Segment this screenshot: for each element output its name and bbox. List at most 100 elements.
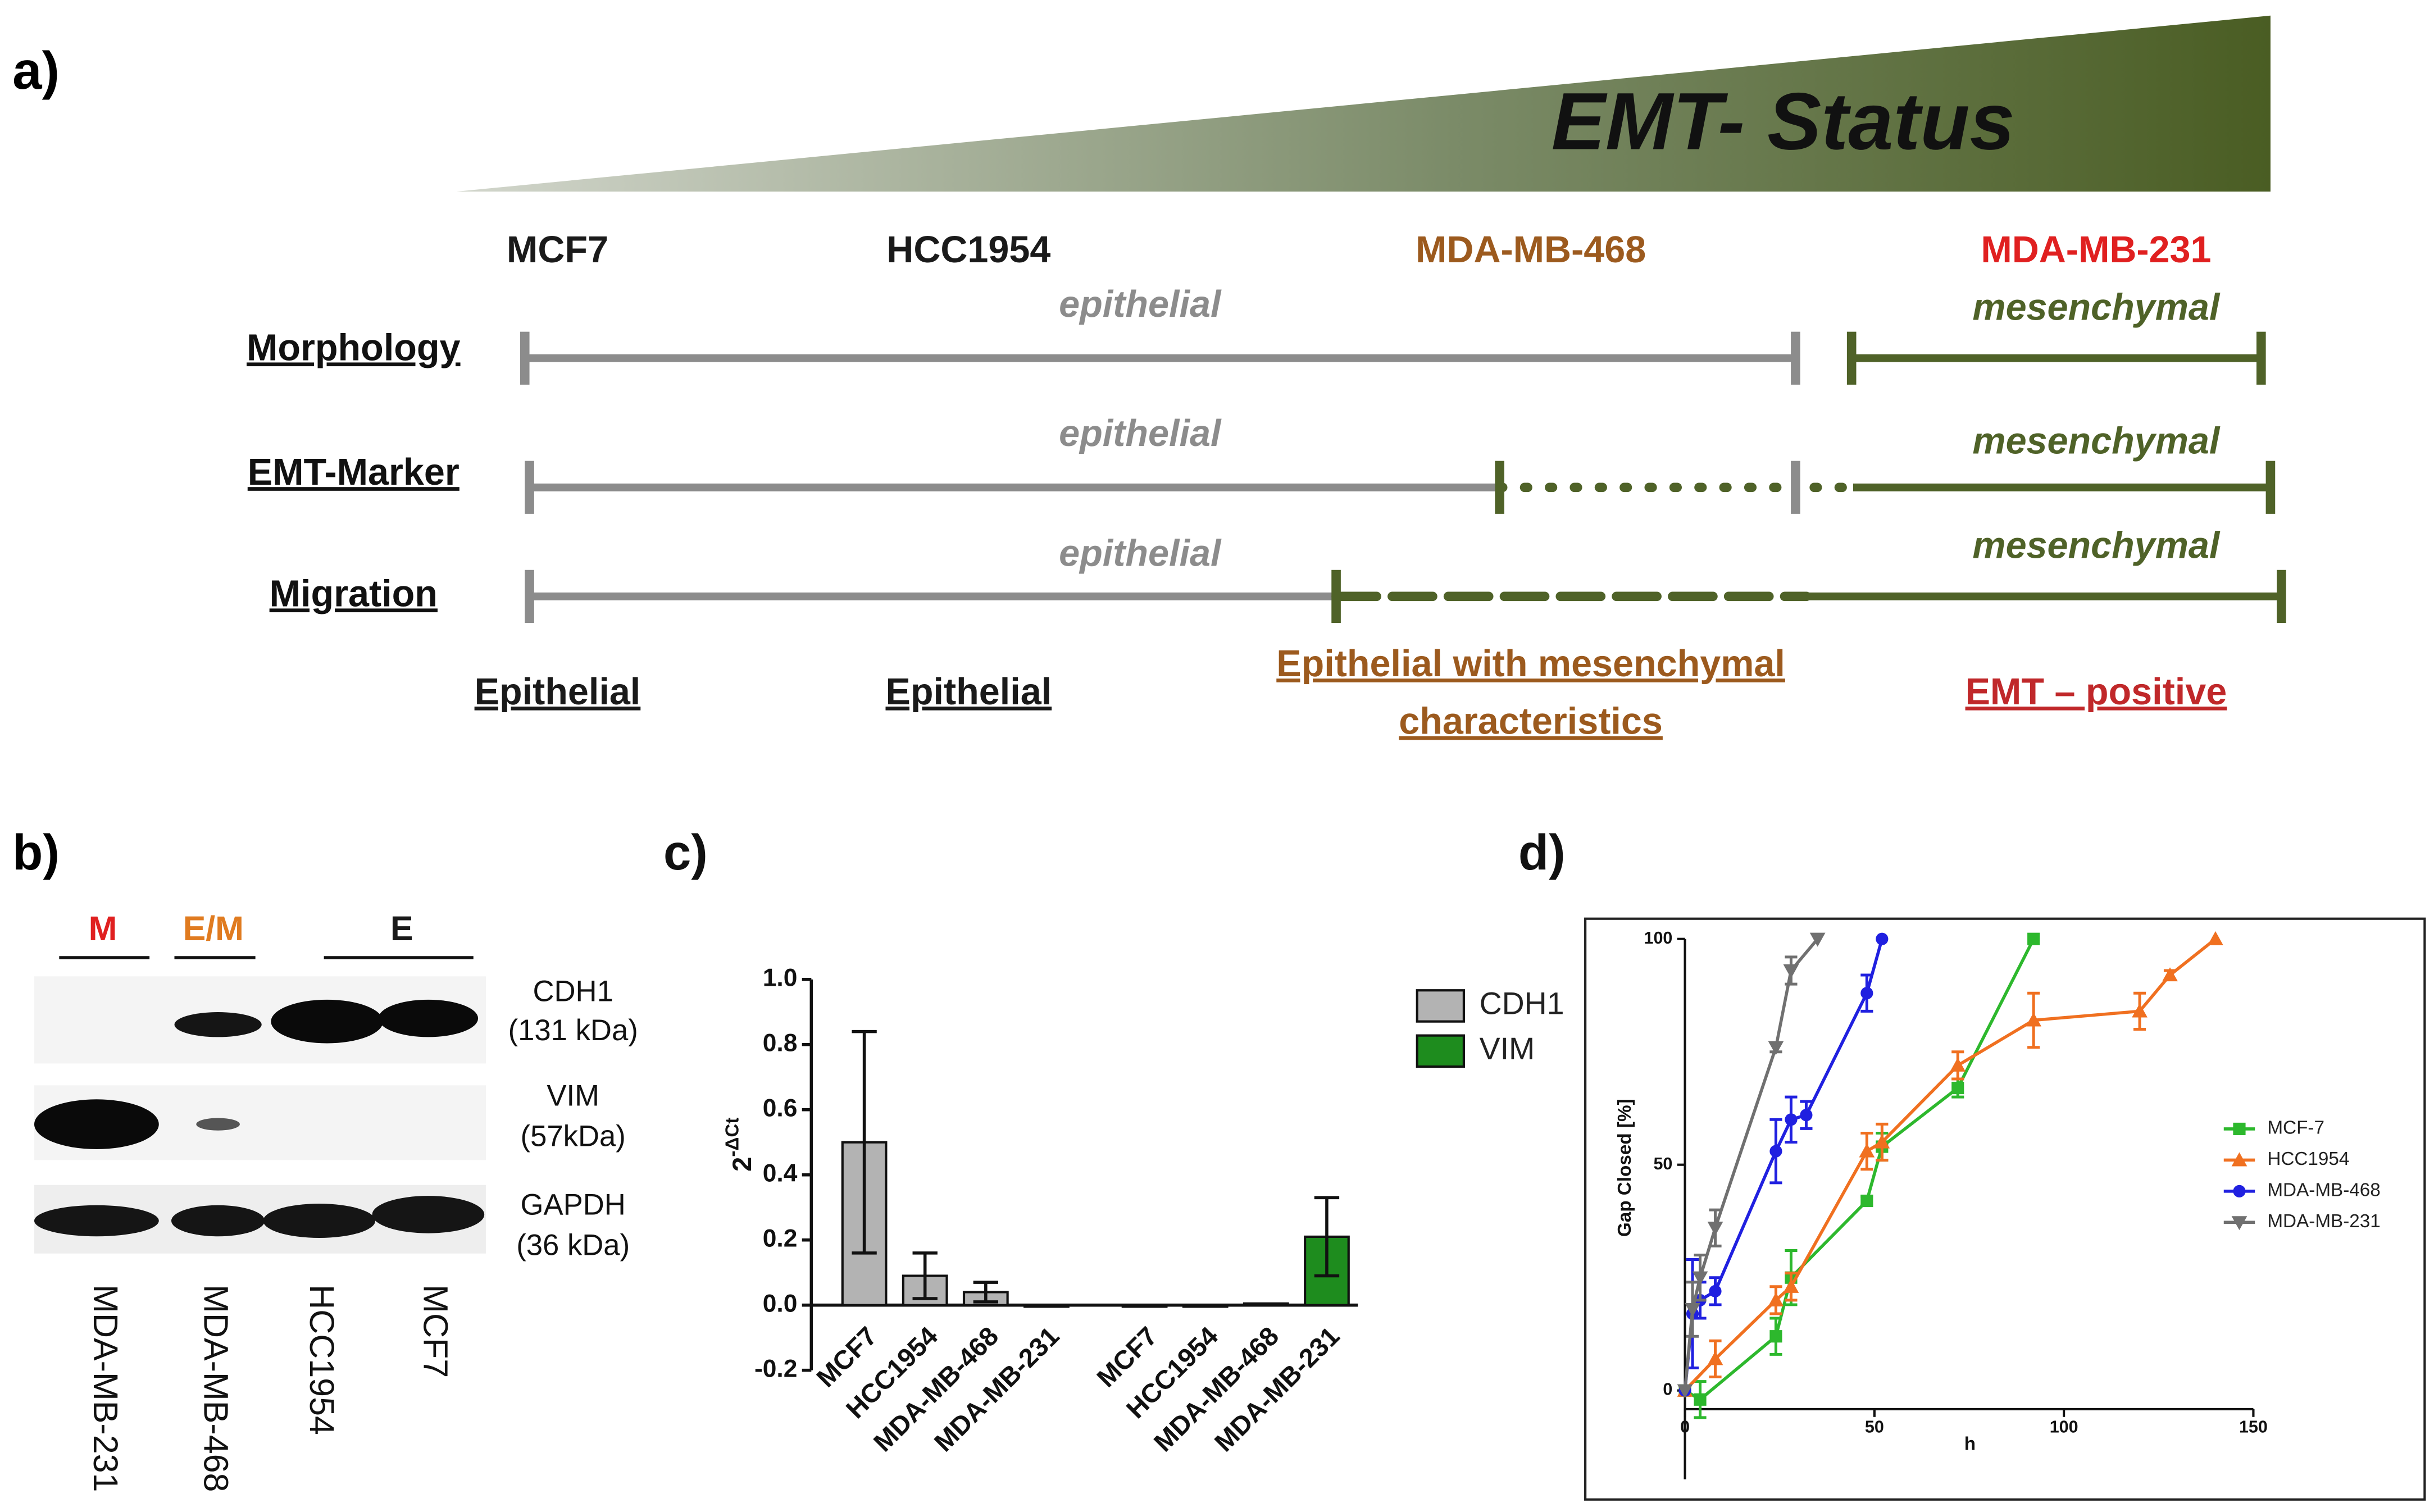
protein-name: CDH1 [533, 975, 613, 1008]
legend-label: MDA-MB-231 [2267, 1211, 2380, 1232]
legend-marker [2233, 1185, 2246, 1197]
cell-line: HCC1954 [886, 229, 1050, 271]
band [34, 1205, 159, 1237]
point [2132, 1003, 2148, 1018]
epithelial-label: epithelial [1059, 413, 1222, 454]
panel-a: MCF7 HCC1954 MDA-MB-468 MDA-MB-231 Morpholog… [247, 229, 2286, 743]
legend-label: MCF-7 [2267, 1118, 2324, 1138]
x-tick-label: 0 [1680, 1417, 1690, 1436]
legend-swatch [1416, 1034, 1465, 1068]
cell-line: MCF7 [507, 229, 608, 271]
point [1874, 1134, 1890, 1149]
lane-label: MDA-MB-468 [197, 1285, 235, 1492]
point [1677, 1384, 1693, 1399]
y-tick-label: 50 [1653, 1154, 1672, 1173]
y-axis-title: Gap Closed [%] [1614, 1099, 1635, 1237]
point [1783, 1278, 1799, 1293]
point [2162, 967, 2178, 982]
class-label: EMT – positive [1966, 671, 2227, 713]
point [1768, 1292, 1784, 1306]
cell-line: MDA-MB-231 [1981, 229, 2211, 271]
protein-size: (57kDa) [521, 1119, 626, 1153]
group-label: E [390, 909, 413, 948]
legend-label: HCC1954 [2267, 1149, 2349, 1169]
x-tick-label: 50 [1865, 1417, 1884, 1436]
class-label: Epithelial [885, 671, 1052, 713]
y-tick-label: 100 [1644, 928, 1673, 948]
legend-marker [2231, 1216, 2248, 1231]
point [1860, 1194, 1873, 1208]
cell-line: MDA-MB-468 [1416, 229, 1646, 271]
row-label: Migration [270, 573, 438, 614]
epithelial-label: epithelial [1059, 284, 1222, 325]
protein-size: (131 kDa) [508, 1014, 638, 1047]
emt-title: EMT- Status [1552, 76, 2015, 166]
emt-triangle [456, 15, 2271, 192]
y-axis-title: 2-ΔCt [722, 1118, 757, 1172]
point [2208, 931, 2223, 945]
lane-label: MDA-MB-231 [87, 1285, 125, 1492]
x-tick-label: 150 [2239, 1417, 2268, 1436]
point [2027, 932, 2040, 945]
point [1707, 1351, 1723, 1365]
group-label: M [89, 909, 117, 948]
legend-label: MDA-MB-468 [2267, 1180, 2380, 1201]
y-tick-label: 0.0 [763, 1290, 798, 1317]
panel-d-frame [1584, 917, 2426, 1501]
band [34, 1099, 159, 1149]
legend-label: CDH1 [1480, 986, 1564, 1021]
mesenchymal-label: mesenchymal [1972, 286, 2221, 328]
mesenchymal-label: mesenchymal [1972, 421, 2221, 462]
point [1769, 1330, 1782, 1343]
point [2026, 1012, 2042, 1027]
bar [1182, 1304, 1229, 1308]
row-label: EMT-Marker [248, 452, 459, 493]
point [1768, 1041, 1784, 1055]
bar [1243, 1302, 1289, 1306]
lane-label: MCF7 [417, 1285, 455, 1378]
legend-marker [2233, 1122, 2246, 1136]
mesenchymal-label: mesenchymal [1972, 525, 2221, 566]
point [1694, 1393, 1707, 1406]
band [372, 1196, 485, 1233]
lane-label: HCC1954 [303, 1285, 341, 1435]
band [271, 999, 383, 1044]
legend-label: VIM [1480, 1031, 1535, 1066]
y-tick-label: -0.2 [754, 1355, 797, 1382]
y-tick-label: 0.4 [763, 1159, 798, 1187]
point [1859, 1143, 1875, 1158]
point [1685, 1302, 1700, 1317]
band [196, 1118, 240, 1131]
panel-label: a) [12, 41, 60, 100]
protein-name: VIM [547, 1079, 599, 1112]
y-axis-title-exponent: -ΔCt [722, 1118, 743, 1157]
band [174, 1012, 262, 1037]
point [1785, 1113, 1798, 1126]
panel-label: d) [1518, 825, 1566, 880]
group-label: E/M [183, 909, 244, 948]
x-tick-label: 100 [2050, 1417, 2078, 1436]
point [1707, 1222, 1723, 1236]
bar [1023, 1304, 1070, 1308]
y-tick-label: 0.8 [763, 1030, 798, 1057]
point [1783, 964, 1799, 978]
band [263, 1204, 376, 1238]
panel-d: d) 0 50 100 0 50 100 150 h Gap Closed [%] MCF-7 HCC… [1518, 825, 2381, 1479]
panel-b: M E/M E CDH1 (131 kDa) VIM (57kDa) GAPDH (36 kDa… [59, 909, 638, 1492]
point [1876, 932, 1889, 945]
series-line [1684, 938, 2035, 1402]
y-tick-label: 1.0 [763, 964, 798, 992]
epithelial-label: epithelial [1059, 532, 1222, 574]
point [1809, 932, 1826, 947]
class-label: characteristics [1399, 701, 1663, 743]
y-tick-label: 0.2 [763, 1224, 798, 1252]
legend-swatch [1416, 989, 1465, 1023]
point [1692, 1271, 1708, 1286]
protein-size: (36 kDa) [516, 1229, 630, 1262]
row-label: Morphology [247, 327, 461, 368]
point [1950, 1057, 1966, 1072]
class-label: Epithelial with mesenchymal [1276, 643, 1785, 685]
point [1800, 1109, 1813, 1122]
